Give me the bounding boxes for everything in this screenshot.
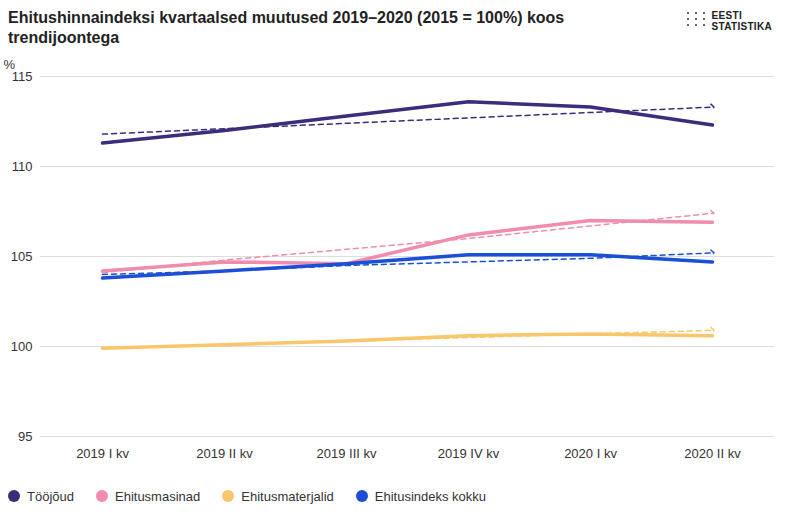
svg-text:100: 100 bbox=[11, 339, 33, 354]
svg-text:95: 95 bbox=[18, 429, 32, 444]
svg-text:110: 110 bbox=[12, 159, 33, 174]
svg-text:105: 105 bbox=[11, 249, 33, 264]
html-text:EESTI: EESTI bbox=[711, 10, 742, 21]
html-text:Tööjõud: Tööjõud bbox=[27, 488, 74, 504]
svg-text:2019 II kv: 2019 II kv bbox=[196, 446, 253, 461]
svg-text:2020 II kv: 2020 II kv bbox=[684, 446, 741, 461]
svg-text:%: % bbox=[4, 57, 16, 72]
svg-text:115: 115 bbox=[11, 68, 33, 84]
html-text:Ehitusmasinad: Ehitusmasinad bbox=[115, 488, 201, 504]
html-text:STATISTIKA: STATISTIKA bbox=[711, 21, 772, 32]
svg-text:2019 III kv: 2019 III kv bbox=[317, 446, 377, 461]
svg-text:2019 IV kv: 2019 IV kv bbox=[438, 446, 500, 461]
html-text:Ehitushinnaindeksi kvartaalsed: Ehitushinnaindeksi kvartaalsed muutused … bbox=[8, 9, 565, 46]
svg-text:2019 I kv: 2019 I kv bbox=[76, 446, 129, 461]
html-text:Ehitusindeks kokku: Ehitusindeks kokku bbox=[374, 488, 486, 504]
html-text:Ehitusmaterjalid: Ehitusmaterjalid bbox=[241, 488, 334, 504]
svg-text:2020 I kv: 2020 I kv bbox=[564, 446, 617, 461]
